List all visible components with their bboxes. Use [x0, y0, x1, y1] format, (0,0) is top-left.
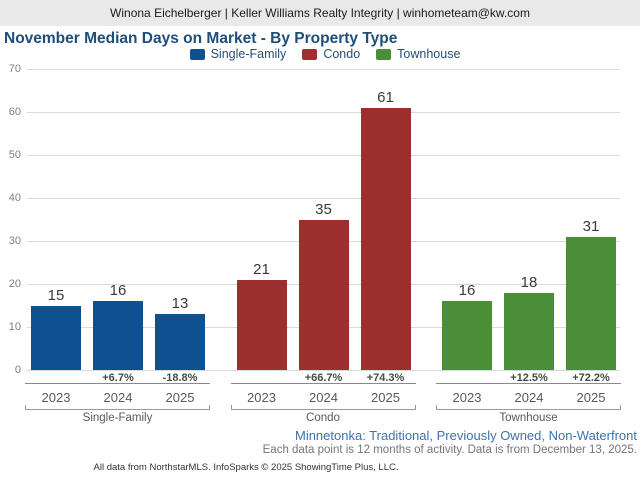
group-bracket [230, 405, 416, 410]
bar-value-label: 31 [582, 217, 600, 235]
x-axis-year-label: 2024 [309, 390, 338, 405]
bar-condo-2025[interactable] [360, 107, 411, 370]
bar-value-label: 18 [520, 273, 538, 291]
group-bracket [25, 405, 210, 410]
x-axis-year-label: 2023 [452, 390, 482, 405]
chart-title: November Median Days on Market - By Prop… [4, 30, 398, 47]
group-axis-line [230, 383, 416, 384]
y-axis-tick-label: 20 [8, 277, 21, 290]
bar-single-family-2023[interactable] [31, 305, 81, 370]
y-axis-tick-label: 70 [8, 62, 21, 75]
gridline [27, 155, 620, 156]
group-bracket [436, 405, 621, 410]
legend-color-swatch-icon [189, 48, 205, 60]
bar-value-label: 21 [253, 260, 270, 278]
gridline [27, 112, 620, 113]
legend-label: Condo [323, 47, 361, 61]
y-axis-tick-label: 50 [8, 148, 21, 161]
group-label: Single-Family [82, 412, 153, 424]
x-axis-year-label: 2025 [576, 390, 606, 405]
bar-value-label: 16 [458, 282, 476, 300]
y-axis-tick-label: 40 [8, 191, 21, 204]
x-axis-year-label: 2025 [371, 390, 400, 405]
bar-value-label: 13 [171, 295, 189, 313]
pct-change-label: +66.7% [304, 372, 343, 384]
legend-color-swatch-icon [302, 48, 318, 60]
legend-item-condo[interactable]: Condo [302, 47, 360, 61]
gridline [27, 69, 620, 70]
legend-label: Townhouse [397, 47, 461, 61]
legend-label: Single-Family [210, 47, 287, 61]
agent-header: Winona Eichelberger | Keller Williams Re… [0, 0, 640, 26]
gridline [27, 370, 620, 371]
legend-item-single-family[interactable]: Single-Family [189, 47, 287, 61]
data-note: Each data point is 12 months of activity… [262, 444, 637, 456]
group-axis-line [25, 383, 210, 384]
legend-item-townhouse[interactable]: Townhouse [376, 47, 460, 61]
bar-value-label: 16 [109, 282, 127, 300]
bar-townhouse-2025[interactable] [566, 236, 616, 370]
group-label: Townhouse [499, 412, 558, 424]
legend-color-swatch-icon [376, 48, 392, 60]
bar-single-family-2024[interactable] [93, 301, 143, 370]
x-axis-year-label: 2024 [514, 390, 544, 405]
bar-townhouse-2023[interactable] [442, 301, 492, 370]
x-axis-year-label: 2024 [103, 390, 133, 405]
attribution: All data from NorthstarMLS. InfoSparks ©… [93, 462, 399, 473]
pct-change-label: +6.7% [102, 372, 134, 384]
group-axis-line [436, 383, 621, 384]
legend: Single-Family Condo Townhouse [0, 47, 640, 61]
group-label: Condo [306, 412, 340, 424]
y-axis-tick-label: 30 [8, 234, 21, 247]
y-axis-tick-label: 10 [8, 320, 21, 333]
pct-change-label: +12.5% [510, 372, 548, 384]
x-axis-year-label: 2025 [165, 390, 195, 405]
gridline [27, 198, 620, 199]
pct-change-label: +74.3% [366, 372, 405, 384]
bar-value-label: 61 [377, 88, 394, 106]
filter-summary: Minnetonka: Traditional, Previously Owne… [294, 428, 637, 443]
x-axis-year-label: 2023 [247, 390, 276, 405]
y-axis-tick-label: 60 [8, 105, 21, 118]
bar-condo-2023[interactable] [236, 279, 287, 370]
bar-single-family-2025[interactable] [155, 314, 205, 370]
bar-value-label: 15 [47, 286, 65, 304]
pct-change-label: +72.2% [572, 372, 610, 384]
y-axis-tick-label: 0 [14, 363, 21, 376]
bar-condo-2024[interactable] [298, 219, 349, 370]
x-axis-year-label: 2023 [41, 390, 71, 405]
pct-change-label: -18.8% [162, 372, 198, 384]
bar-townhouse-2024[interactable] [504, 292, 554, 370]
bar-value-label: 35 [315, 200, 332, 218]
